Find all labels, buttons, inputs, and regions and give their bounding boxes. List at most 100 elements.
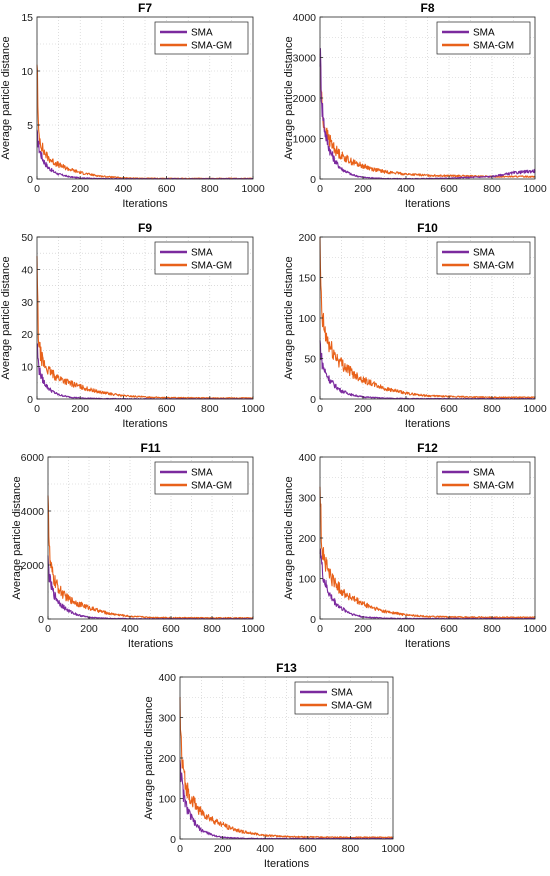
- x-tick-label: 0: [177, 843, 183, 855]
- chart-panel-f10: 0 200 400 600 800 1000 0 50 100 150 200 F10 Iteratio…: [283, 221, 547, 430]
- x-tick-label: 400: [397, 623, 415, 635]
- series-line-sma-gm: [47, 495, 254, 619]
- legend-label-sma: SMA: [191, 248, 213, 259]
- x-tick-label: 800: [201, 403, 219, 415]
- legend: SMA SMA-GM: [436, 461, 531, 495]
- x-tick-label: 0: [45, 623, 51, 635]
- legend-label-sma-gm: SMA-GM: [191, 261, 232, 272]
- y-tick-label: 2000: [293, 93, 317, 105]
- x-tick-label: 600: [158, 183, 176, 195]
- legend-label-sma: SMA: [331, 688, 353, 699]
- y-axis-label: Average particle distance: [11, 476, 23, 599]
- y-tick-label: 100: [158, 794, 176, 806]
- y-axis-label: Average particle distance: [143, 696, 155, 819]
- x-tick-label: 1000: [241, 623, 265, 635]
- y-tick-label: 100: [298, 574, 316, 586]
- y-tick-label: 4000: [21, 506, 45, 518]
- x-tick-label: 1000: [523, 623, 547, 635]
- chart-panel-f12: 0 200 400 600 800 1000 0 100 200 300 400 F12 Iterati…: [283, 441, 547, 650]
- x-tick-label: 0: [317, 403, 323, 415]
- x-tick-label: 1000: [241, 403, 265, 415]
- chart-panel-f8: 0 200 400 600 800 1000 0 1000 2000 3000 4000 F8 Iter…: [283, 1, 547, 210]
- chart-panel-f7: 0 200 400 600 800 1000 0 5 10 15 F7 Iterations Avera…: [0, 1, 265, 210]
- legend-label-sma: SMA: [191, 28, 213, 39]
- legend-label-sma-gm: SMA-GM: [331, 701, 372, 712]
- grid: [48, 457, 253, 619]
- axes-frame: [36, 236, 254, 400]
- y-tick-label: 0: [38, 614, 44, 626]
- x-tick-label: 400: [115, 183, 133, 195]
- y-tick-label: 3000: [293, 53, 317, 65]
- y-tick-label: 40: [21, 264, 33, 276]
- y-tick-label: 6000: [21, 452, 45, 464]
- x-tick-label: 600: [440, 623, 458, 635]
- x-tick-label: 800: [483, 403, 501, 415]
- y-tick-label: 15: [21, 12, 33, 24]
- y-tick-label: 200: [158, 753, 176, 765]
- y-tick-label: 300: [298, 493, 316, 505]
- y-tick-label: 200: [298, 232, 316, 244]
- x-tick-label: 200: [214, 843, 232, 855]
- axes-frame: [36, 16, 254, 180]
- chart-panel-f11: 0 200 400 600 800 1000 0 2000 4000 6000 F11 Iterati…: [11, 441, 265, 650]
- x-tick-label: 400: [397, 183, 415, 195]
- x-tick-label: 0: [317, 623, 323, 635]
- x-axis-label: Iterations: [122, 418, 168, 430]
- y-tick-label: 400: [298, 452, 316, 464]
- legend: SMA SMA-GM: [154, 461, 249, 495]
- y-tick-label: 0: [310, 614, 316, 626]
- legend-label-sma: SMA: [473, 468, 495, 479]
- x-tick-label: 600: [299, 843, 317, 855]
- y-tick-label: 5: [27, 120, 33, 132]
- x-tick-label: 200: [354, 623, 372, 635]
- legend-box: [154, 21, 249, 55]
- y-tick-label: 0: [310, 394, 316, 406]
- y-axis-label: Average particle distance: [283, 36, 295, 159]
- y-tick-label: 150: [298, 273, 316, 285]
- legend: SMA SMA-GM: [436, 241, 531, 275]
- y-tick-label: 50: [304, 354, 316, 366]
- y-tick-label: 0: [27, 394, 33, 406]
- legend-box: [436, 21, 531, 55]
- legend-label-sma-gm: SMA-GM: [191, 41, 232, 52]
- y-tick-label: 1000: [293, 134, 317, 146]
- x-tick-label: 800: [201, 183, 219, 195]
- x-tick-label: 800: [483, 623, 501, 635]
- y-axis-label: Average particle distance: [0, 256, 12, 379]
- y-tick-label: 2000: [21, 560, 45, 572]
- legend-label-sma-gm: SMA-GM: [473, 261, 514, 272]
- x-tick-label: 400: [397, 403, 415, 415]
- x-axis-label: Iterations: [405, 638, 451, 650]
- x-tick-label: 800: [342, 843, 360, 855]
- x-tick-label: 0: [317, 183, 323, 195]
- y-axis-label: Average particle distance: [283, 476, 295, 599]
- x-tick-label: 400: [256, 843, 274, 855]
- legend-box: [436, 461, 531, 495]
- y-tick-label: 10: [21, 66, 33, 78]
- legend: SMA SMA-GM: [154, 241, 249, 275]
- legend-box: [294, 681, 389, 715]
- legend-box: [154, 461, 249, 495]
- x-axis-label: Iterations: [405, 198, 451, 210]
- x-tick-label: 200: [71, 183, 89, 195]
- y-tick-label: 0: [310, 174, 316, 186]
- series-line-sma-gm: [36, 256, 254, 400]
- y-tick-label: 400: [158, 672, 176, 684]
- y-tick-label: 300: [158, 713, 176, 725]
- y-axis-label: Average particle distance: [0, 36, 12, 159]
- y-axis-label: Average particle distance: [283, 256, 295, 379]
- x-axis-label: Iterations: [264, 858, 310, 870]
- chart-title: F7: [138, 1, 152, 15]
- x-axis-label: Iterations: [405, 418, 451, 430]
- x-tick-label: 1000: [523, 183, 547, 195]
- legend-label-sma-gm: SMA-GM: [473, 481, 514, 492]
- y-tick-label: 0: [170, 834, 176, 846]
- legend-label-sma-gm: SMA-GM: [473, 41, 514, 52]
- x-tick-label: 800: [203, 623, 221, 635]
- y-tick-label: 100: [298, 313, 316, 325]
- x-tick-label: 1000: [241, 183, 265, 195]
- x-tick-label: 200: [354, 183, 372, 195]
- legend-box: [154, 241, 249, 275]
- legend: SMA SMA-GM: [436, 21, 531, 55]
- x-axis-label: Iterations: [128, 638, 174, 650]
